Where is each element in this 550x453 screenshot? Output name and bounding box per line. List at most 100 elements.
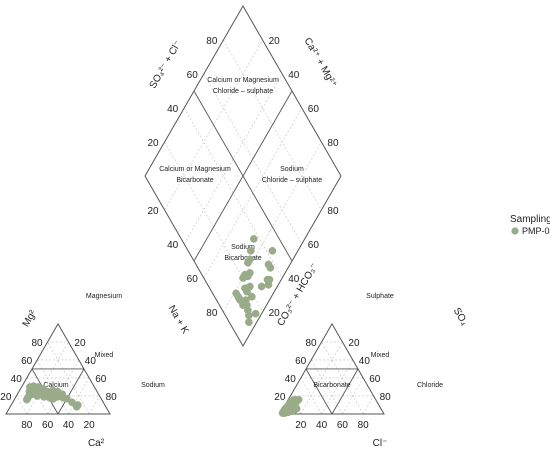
diamond-top-left-tick: 60 bbox=[187, 70, 199, 81]
anion-triangle-grid-line bbox=[342, 377, 364, 415]
anion-left-tick: 40 bbox=[285, 374, 297, 385]
cation-data-point bbox=[22, 395, 31, 404]
anion-bottom-tick: 80 bbox=[358, 420, 370, 431]
anion-triangle-zone-boundary bbox=[331, 368, 359, 415]
diamond-data-point bbox=[264, 260, 273, 269]
diamond-data-point bbox=[249, 235, 258, 243]
cation-triangle-zone-boundary bbox=[57, 368, 85, 415]
diamond-frame bbox=[144, 4, 342, 348]
diamond-zone-right: Sodium Chloride – sulphate bbox=[262, 166, 322, 184]
anion-right-tick: 80 bbox=[380, 392, 392, 403]
diamond-data-point bbox=[239, 274, 247, 282]
anion-data-point bbox=[289, 396, 297, 405]
anion-triangle-grid-line bbox=[300, 377, 322, 415]
cation-right-tick: 60 bbox=[95, 374, 107, 385]
diamond-data-point bbox=[251, 309, 260, 318]
anion-right-tick: 60 bbox=[369, 374, 381, 385]
legend-title: Sampling bbox=[510, 214, 550, 225]
diamond-zone-top: Calcium or Magnesium Chloride – sulphate bbox=[207, 77, 279, 95]
diamond-grid-line bbox=[183, 107, 283, 279]
anion-right-tick: 40 bbox=[359, 356, 371, 367]
diamond-bottom-right-tick: 80 bbox=[327, 206, 339, 217]
diamond-data-point bbox=[257, 282, 266, 291]
cation-bottom-tick: 20 bbox=[84, 420, 96, 431]
cation-bottom-axis-label: Ca² bbox=[88, 438, 105, 449]
anion-zone-bicarbonate: Bicarbonate bbox=[313, 382, 350, 389]
cation-bottom-tick: 80 bbox=[21, 420, 33, 431]
diamond-grid-line bbox=[203, 73, 303, 245]
cation-bottom-tick: 60 bbox=[42, 420, 54, 431]
diamond-grid-line bbox=[223, 39, 322, 211]
diamond-data-point bbox=[246, 255, 254, 264]
anion-zone-chloride: Chloride bbox=[417, 382, 443, 389]
cation-triangle-grid-line bbox=[68, 377, 90, 415]
diamond-grid-line bbox=[183, 73, 283, 245]
cation-data-point bbox=[34, 383, 43, 391]
diamond-data-point bbox=[239, 301, 247, 310]
diamond-zone-bottom: Sodium Bicarbonate bbox=[224, 244, 261, 262]
diamond-zone-left: Calcium or Magnesium Bicarbonate bbox=[159, 166, 231, 184]
anion-zone-sulphate: Sulphate bbox=[366, 293, 394, 300]
cation-zone-magnesium: Magnesium bbox=[86, 293, 122, 300]
anion-bottom-tick: 20 bbox=[295, 420, 307, 431]
cation-triangle-grid-line bbox=[88, 395, 100, 415]
cation-data-point bbox=[33, 392, 42, 400]
anion-zone-mixed: Mixed bbox=[371, 352, 390, 359]
anion-data-point bbox=[280, 406, 289, 415]
legend-marker bbox=[511, 227, 519, 235]
anion-triangle-grid-line bbox=[362, 395, 374, 415]
anion-bottom-axis-label: Cl⁻ bbox=[373, 438, 388, 449]
legend-entry-label: PMP-04 bbox=[522, 226, 550, 236]
diamond-data-point bbox=[268, 246, 277, 255]
anion-left-tick: 80 bbox=[305, 338, 317, 349]
anion-left-tick: 60 bbox=[295, 356, 307, 367]
diamond-top-right-tick: 40 bbox=[288, 70, 300, 81]
anion-bottom-tick: 40 bbox=[316, 420, 328, 431]
cation-left-tick: 80 bbox=[31, 338, 43, 349]
diamond-grid-line bbox=[164, 39, 263, 211]
cation-data-point bbox=[73, 401, 82, 409]
diamond-grid-line bbox=[203, 107, 303, 279]
diamond-top-left-axis-label: SO₄²⁻ + Cl⁻ bbox=[148, 39, 184, 91]
anion-data-point bbox=[292, 404, 301, 413]
diamond-top-left-tick: 40 bbox=[167, 104, 179, 115]
cation-right-tick: 40 bbox=[85, 356, 97, 367]
cation-zone-sodium: Sodium bbox=[141, 382, 165, 389]
diamond-bottom-left-tick: 60 bbox=[187, 274, 199, 285]
diamond-data-point bbox=[247, 292, 256, 301]
diamond-top-right-axis-label: Ca²⁺ + Mg²⁺ bbox=[302, 36, 339, 89]
cation-right-axis-label: Na + K bbox=[166, 304, 191, 337]
cation-bottom-tick: 40 bbox=[63, 420, 75, 431]
diamond-data-point bbox=[235, 294, 243, 303]
data-points bbox=[22, 235, 303, 417]
diamond-top-left-tick: 80 bbox=[206, 36, 218, 47]
plot-frames bbox=[5, 4, 385, 415]
anion-left-axis-label: CO₃²⁻ + HCO₃⁻ bbox=[275, 261, 320, 328]
cation-zone-calcium: Calcium bbox=[43, 382, 68, 389]
cation-left-axis-label: Mg² bbox=[21, 308, 39, 329]
anion-right-tick: 20 bbox=[348, 338, 360, 349]
anion-bottom-tick: 60 bbox=[337, 420, 349, 431]
diamond-zone-boundary bbox=[193, 90, 293, 262]
anion-triangle-zone-boundary bbox=[305, 368, 333, 415]
diamond-top-right-tick: 60 bbox=[308, 104, 320, 115]
anion-left-tick: 20 bbox=[274, 392, 286, 403]
diamond-top-right-tick: 80 bbox=[327, 138, 339, 149]
cation-right-tick: 20 bbox=[74, 338, 86, 349]
diamond-grid-line bbox=[223, 141, 322, 313]
grid-lines bbox=[16, 39, 374, 415]
diamond-top-right-tick: 20 bbox=[269, 36, 281, 47]
diamond-bottom-left-tick: 80 bbox=[206, 308, 218, 319]
diamond-bottom-right-tick: 60 bbox=[308, 240, 320, 251]
diamond-data-point bbox=[246, 269, 254, 277]
cation-left-tick: 40 bbox=[11, 374, 23, 385]
diamond-data-point bbox=[246, 246, 255, 255]
cation-triangle-grid-line bbox=[16, 395, 28, 415]
legend: Sampling PMP-04 bbox=[510, 214, 550, 236]
cation-right-tick: 80 bbox=[106, 392, 118, 403]
diamond-top-left-tick: 20 bbox=[147, 138, 159, 149]
diamond-data-point bbox=[265, 275, 274, 284]
cation-zone-mixed: Mixed bbox=[95, 352, 114, 359]
diamond-data-point bbox=[246, 282, 254, 291]
